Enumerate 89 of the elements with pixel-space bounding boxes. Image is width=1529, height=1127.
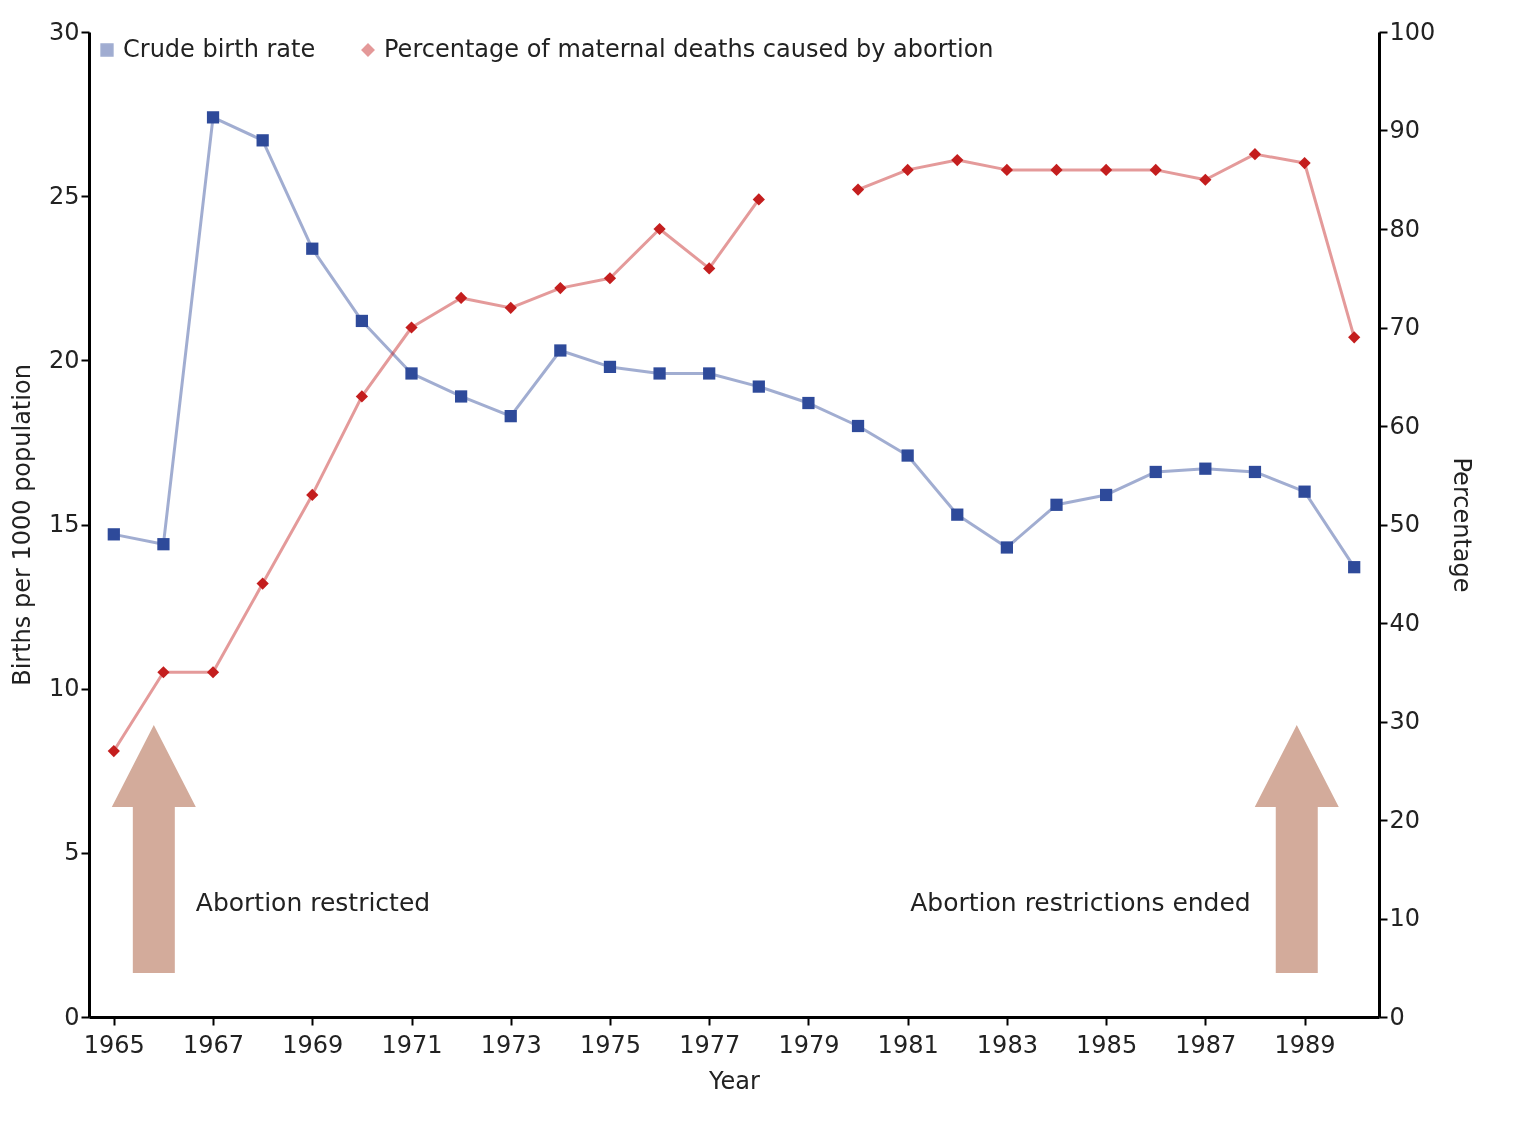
point [454,291,468,305]
point [157,538,170,551]
point [504,410,517,423]
y2-tick-label: 100 [1389,17,1436,46]
point [306,488,319,502]
point [405,367,418,380]
point [107,744,120,758]
point [951,153,964,167]
point [504,301,517,314]
point [1298,485,1311,498]
point [653,222,666,236]
point [1050,498,1063,511]
point [454,390,468,403]
point [951,508,964,521]
point [703,262,716,275]
y2-tick-label: 10 [1389,904,1421,932]
x-tick-label: 1983 [976,1030,1038,1059]
x-tick-label: 1969 [282,1030,344,1059]
point [1050,163,1063,177]
legend-label: Crude birth rate [123,35,316,63]
point [554,281,567,295]
x-tick-label: 1979 [778,1030,840,1059]
point [206,666,220,679]
annotation: Abortion restrictions ended [910,888,1251,917]
x-tick-label: 1981 [877,1030,939,1059]
point [603,360,617,374]
y2-tick-label: 70 [1389,313,1421,341]
point [901,449,914,462]
point [1199,173,1212,186]
point [603,272,617,285]
point [703,367,716,380]
point [256,577,269,590]
point [554,344,567,357]
y-tick-label: 5 [64,838,80,867]
y-tick-label: 10 [48,674,80,703]
point [1000,541,1014,554]
y-tick-label: 30 [48,17,80,46]
point [355,314,369,328]
y-tick-label: 15 [48,510,80,538]
point [355,390,369,403]
point [157,666,170,679]
point [1348,561,1361,574]
point [752,193,765,206]
point [653,367,666,380]
point [206,111,220,124]
point [306,242,319,255]
legend-label: Percentage of maternal deaths caused by abortion [384,35,994,63]
point [256,134,269,147]
annotation: Abortion restricted [195,888,431,917]
point [405,321,418,334]
y2-tick-label: 0 [1389,1002,1405,1031]
point [851,419,865,433]
x-tick-label: 1985 [1076,1030,1138,1059]
x-tick-label: 1973 [480,1030,542,1059]
y2-tick-label: 40 [1389,608,1421,637]
y2-tick-label: 60 [1389,411,1421,440]
y2-tick-label: 90 [1389,116,1421,144]
point [1348,331,1361,344]
y2-tick-label: 20 [1389,805,1421,834]
x-tick-label: 1975 [579,1030,641,1059]
x-tick-label: 1977 [679,1030,741,1059]
y2-tick-label: 30 [1389,707,1421,735]
point [1298,156,1311,170]
point [1099,163,1113,177]
point [802,396,815,410]
y2-axis-title: Percentage [1448,457,1477,593]
point [752,380,765,393]
x-tick-label: 1987 [1175,1030,1237,1059]
x-axis-title: Year [708,1066,761,1095]
x-tick-label: 1967 [183,1030,245,1059]
y2-tick-label: 80 [1389,214,1421,243]
x-tick-label: 1971 [381,1030,443,1059]
y-tick-label: 20 [48,345,80,374]
point [1000,163,1014,177]
point [1149,465,1162,479]
point [901,163,914,177]
y-tick-label: 25 [48,181,80,210]
point [1248,465,1262,479]
y2-tick-label: 50 [1389,510,1421,538]
point [1199,462,1212,475]
y-axis-title: Births per 1000 population [7,364,36,686]
point [1149,163,1162,177]
point [851,183,865,196]
x-tick-label: 1989 [1274,1030,1336,1059]
y-tick-label: 0 [64,1002,80,1031]
point [1248,148,1262,161]
point [1099,488,1113,502]
x-tick-label: 1965 [83,1030,145,1059]
point [107,528,120,541]
